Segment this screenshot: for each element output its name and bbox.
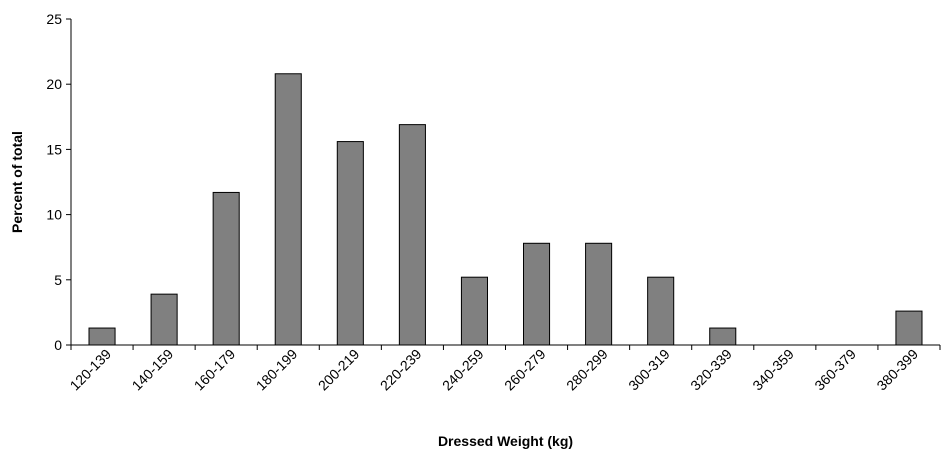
bar-180-199 — [274, 73, 302, 346]
bar-320-339 — [709, 327, 737, 346]
x-tick-label: 260-279 — [501, 346, 549, 394]
y-tick-label: 5 — [54, 272, 62, 288]
bar-160-179 — [212, 191, 240, 346]
x-tick-label: 360-379 — [811, 346, 859, 394]
y-axis-ticks: 0 5 10 15 20 25 — [46, 11, 71, 353]
x-tick-label: 160-179 — [191, 346, 239, 394]
bars — [88, 73, 923, 346]
x-axis-ticks: 120-139 140-159 160-179 180-199 200-219 220-2… — [67, 345, 941, 394]
x-tick-label: 320-339 — [687, 346, 735, 394]
y-tick-label: 0 — [54, 337, 62, 353]
y-tick-label: 10 — [46, 207, 62, 223]
x-tick-label: 120-139 — [67, 346, 115, 394]
x-tick-label: 200-219 — [315, 346, 363, 394]
axes — [70, 19, 940, 346]
x-tick-label: 220-239 — [377, 346, 425, 394]
bar-280-299 — [585, 242, 613, 346]
x-axis-title: Dressed Weight (kg) — [438, 433, 573, 449]
x-tick-label: 300-319 — [625, 346, 673, 394]
x-tick-label: 380-399 — [873, 346, 921, 394]
y-axis-title: Percent of total — [9, 131, 25, 233]
bar-300-319 — [647, 276, 675, 346]
bar-380-399 — [895, 310, 923, 346]
x-tick-label: 240-259 — [439, 346, 487, 394]
bar-260-279 — [523, 242, 551, 346]
y-tick-label: 15 — [46, 141, 62, 157]
bar-120-139 — [88, 327, 116, 346]
x-tick-label: 180-199 — [253, 346, 301, 394]
bar-140-159 — [150, 293, 178, 346]
x-tick-label: 280-299 — [563, 346, 611, 394]
y-tick-label: 25 — [46, 11, 62, 27]
x-tick-label: 140-159 — [129, 346, 177, 394]
bar-220-239 — [398, 124, 426, 346]
y-tick-label: 20 — [46, 76, 62, 92]
bar-200-219 — [336, 141, 364, 346]
bar-240-259 — [460, 276, 488, 346]
x-tick-label: 340-359 — [749, 346, 797, 394]
